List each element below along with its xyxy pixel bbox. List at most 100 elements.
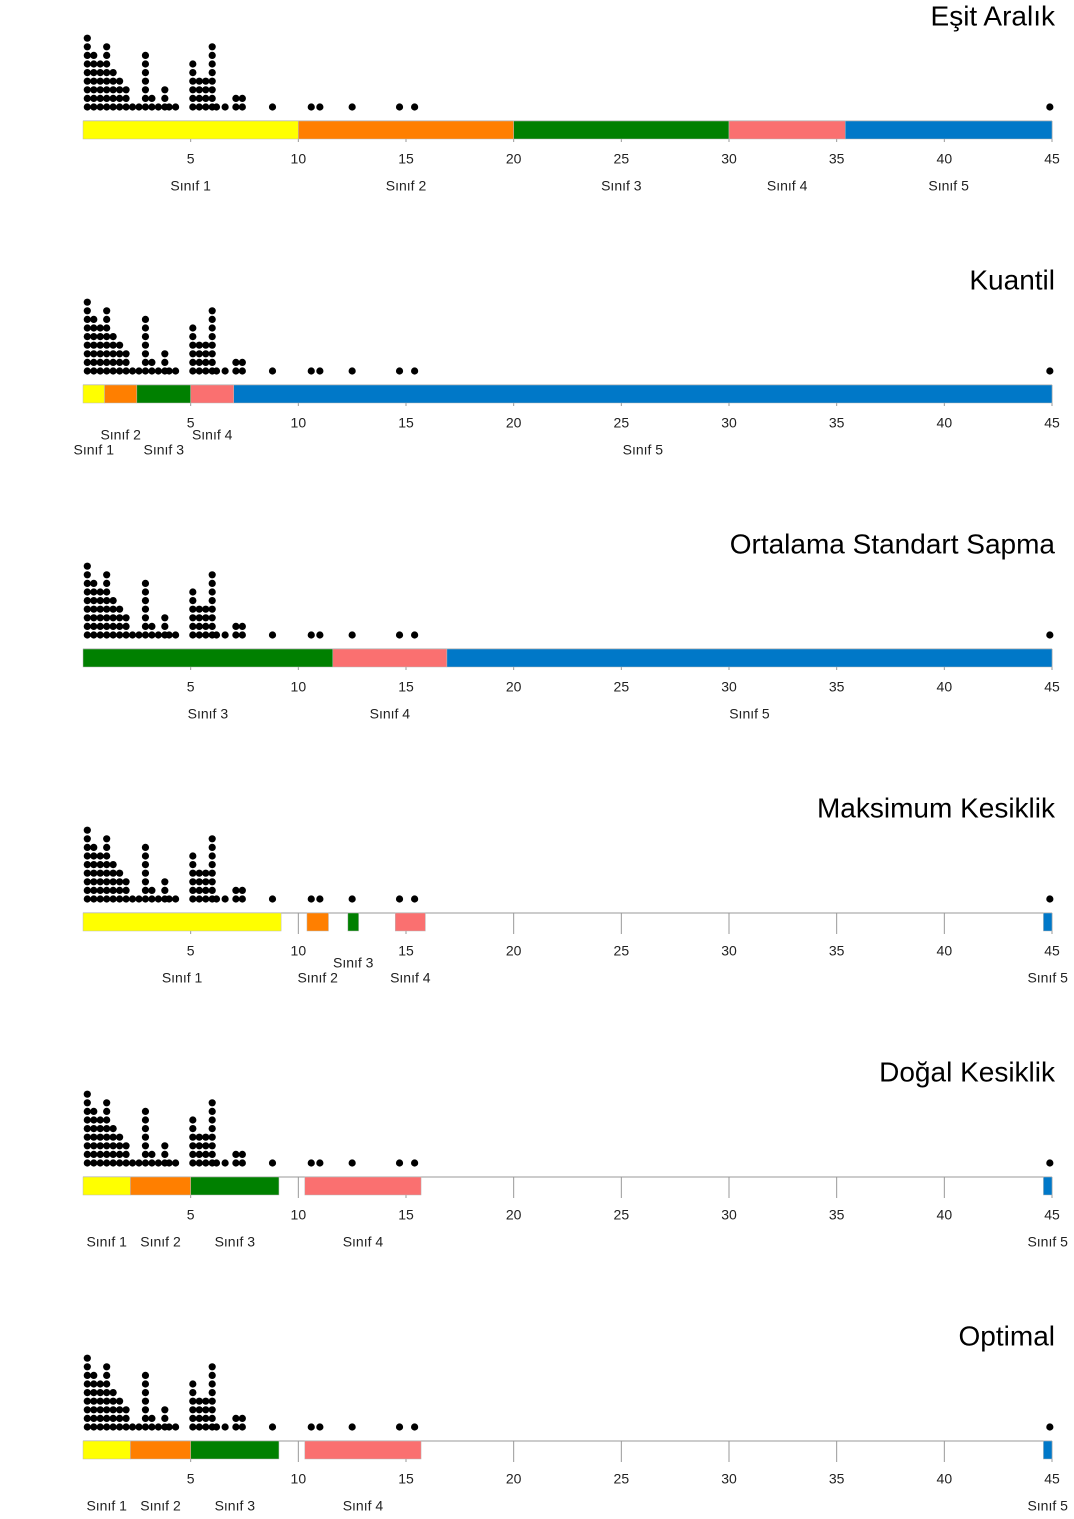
dot bbox=[148, 622, 156, 631]
class-label: Sınıf 1 bbox=[86, 1234, 127, 1250]
dot bbox=[165, 895, 173, 903]
dot bbox=[83, 94, 91, 102]
dot bbox=[83, 878, 91, 886]
dot bbox=[208, 94, 216, 102]
dot bbox=[122, 1142, 130, 1150]
dot bbox=[141, 895, 150, 903]
dot-column bbox=[1046, 103, 1054, 111]
dot bbox=[195, 1142, 203, 1150]
dot bbox=[208, 333, 216, 341]
dot bbox=[208, 886, 216, 895]
dot bbox=[195, 614, 203, 622]
dot bbox=[208, 43, 216, 51]
dot bbox=[232, 1414, 240, 1422]
dot bbox=[122, 350, 130, 358]
x-tick-label: 15 bbox=[398, 151, 414, 167]
dot bbox=[96, 77, 104, 85]
dot-column bbox=[268, 631, 277, 639]
dot bbox=[83, 358, 91, 366]
dot bbox=[90, 103, 98, 111]
dot bbox=[141, 60, 150, 68]
dot bbox=[141, 1142, 150, 1150]
dot bbox=[238, 367, 246, 375]
dot-column bbox=[154, 1159, 162, 1167]
dot bbox=[171, 631, 180, 639]
x-tick-label: 30 bbox=[721, 1207, 737, 1223]
dot bbox=[83, 631, 91, 639]
dot bbox=[116, 103, 124, 111]
x-tick-label: 45 bbox=[1044, 1207, 1060, 1223]
dot bbox=[83, 341, 91, 349]
dot bbox=[148, 358, 156, 366]
dot bbox=[83, 103, 91, 111]
dot bbox=[307, 631, 315, 639]
dot bbox=[103, 588, 111, 596]
dot bbox=[165, 1159, 173, 1167]
dot-column bbox=[96, 324, 104, 375]
dot-column bbox=[135, 895, 143, 903]
x-tick-label: 10 bbox=[291, 415, 307, 431]
dot bbox=[90, 1159, 98, 1167]
dot bbox=[103, 852, 111, 860]
dot bbox=[109, 367, 117, 375]
dot bbox=[232, 103, 240, 111]
dot bbox=[208, 571, 216, 579]
dot-column bbox=[154, 895, 162, 903]
class-label: Sınıf 4 bbox=[343, 1234, 384, 1250]
dot bbox=[189, 358, 197, 366]
dot bbox=[202, 605, 210, 613]
dot bbox=[208, 60, 216, 68]
dot bbox=[238, 631, 246, 639]
dot bbox=[90, 350, 98, 358]
dot bbox=[202, 367, 210, 375]
dot bbox=[83, 571, 91, 579]
dot-column bbox=[268, 1159, 277, 1167]
dot bbox=[141, 69, 150, 77]
dot-column bbox=[161, 86, 169, 111]
dot-column bbox=[307, 367, 315, 375]
dot-column bbox=[348, 1423, 356, 1431]
dot-column bbox=[148, 622, 156, 639]
dot bbox=[161, 358, 169, 366]
dot-column bbox=[395, 1423, 404, 1431]
class-segment bbox=[845, 120, 1053, 140]
dot bbox=[208, 1406, 216, 1414]
dot-column bbox=[135, 631, 143, 639]
dot bbox=[189, 367, 197, 375]
dot bbox=[128, 631, 137, 639]
dot bbox=[90, 878, 98, 886]
dot bbox=[212, 895, 221, 903]
dot bbox=[109, 605, 117, 613]
dot bbox=[395, 895, 404, 903]
dot bbox=[208, 861, 216, 869]
class-segment bbox=[394, 912, 426, 932]
dot bbox=[83, 562, 91, 570]
dot bbox=[109, 341, 117, 349]
dot bbox=[103, 103, 111, 111]
dot-column bbox=[122, 1142, 130, 1167]
dot bbox=[238, 895, 246, 903]
class-segment bbox=[347, 912, 359, 932]
dot bbox=[221, 895, 229, 903]
x-tick-label: 40 bbox=[937, 1471, 953, 1487]
x-tick-label: 30 bbox=[721, 151, 737, 167]
dot-column bbox=[316, 103, 324, 111]
dot bbox=[128, 103, 137, 111]
dot bbox=[83, 597, 91, 605]
dot bbox=[122, 614, 130, 622]
x-tick-label: 35 bbox=[829, 679, 845, 695]
dot bbox=[83, 1107, 91, 1115]
dot bbox=[96, 886, 104, 895]
class-label: Sınıf 2 bbox=[100, 427, 141, 443]
dot-column bbox=[103, 835, 111, 903]
dot bbox=[141, 1133, 150, 1141]
dot bbox=[116, 77, 124, 85]
dot bbox=[189, 878, 197, 886]
class-label: Sınıf 5 bbox=[729, 706, 770, 722]
dot bbox=[238, 94, 246, 102]
dot bbox=[195, 77, 203, 85]
dot-column bbox=[232, 1150, 240, 1167]
dot bbox=[135, 367, 143, 375]
dot bbox=[96, 1133, 104, 1141]
